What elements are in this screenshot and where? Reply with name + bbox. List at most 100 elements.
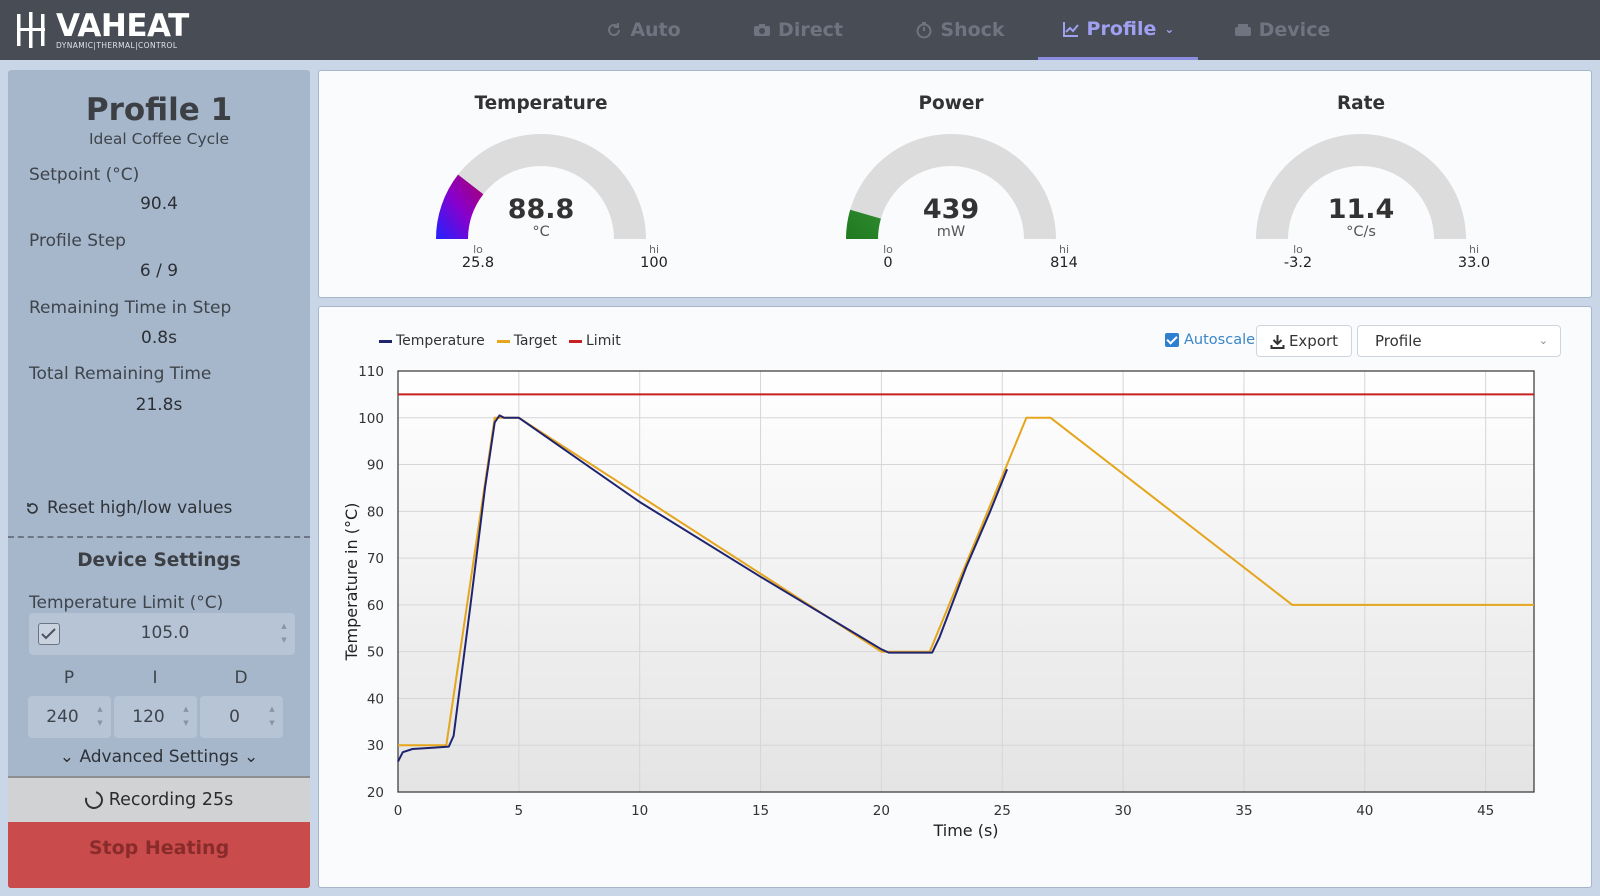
pid-d-value: 0	[229, 707, 240, 727]
temp-limit-value: 105.0	[140, 623, 190, 643]
x-tick-label: 5	[515, 803, 524, 819]
gauge-lo-label: lo	[1293, 243, 1303, 256]
gauge-hi-value: 100	[640, 255, 668, 271]
pid-i-label: I	[152, 668, 158, 688]
nav-tab-label: Device	[1258, 19, 1331, 41]
camera-icon	[754, 24, 771, 36]
x-tick-label: 25	[994, 803, 1011, 819]
advanced-settings-label: Advanced Settings	[79, 747, 239, 767]
autoscale-label: Autoscale	[1184, 332, 1256, 348]
recording-label: Recording 25s	[108, 790, 234, 810]
gauge-lo-label: lo	[473, 243, 483, 256]
y-tick-label: 50	[367, 645, 384, 661]
nav-tab-label: Profile	[1086, 17, 1157, 40]
legend-swatch	[569, 339, 582, 343]
y-tick-label: 90	[367, 458, 384, 474]
legend-item-target[interactable]: Target	[496, 333, 557, 349]
spinner-arrows-icon[interactable]: ▲ ▼	[281, 622, 287, 644]
gauge-lo-value: 0	[883, 255, 893, 271]
pid-p-label: P	[63, 668, 75, 688]
select-value: Profile	[1375, 332, 1422, 350]
recording-button[interactable]: Recording 25s	[8, 776, 310, 822]
reset-label: Reset high/low values	[47, 498, 233, 518]
gauge-hi-label: hi	[1058, 243, 1070, 256]
download-icon	[1270, 334, 1285, 349]
setpoint-label: Setpoint (°C)	[29, 165, 140, 185]
x-tick-label: 30	[1115, 803, 1132, 819]
spinner-arrows-icon[interactable]: ▲ ▼	[183, 705, 189, 727]
nav-tab-label: Shock	[940, 19, 1005, 41]
y-tick-label: 20	[367, 785, 384, 801]
reset-icon	[27, 502, 38, 514]
checkmark-icon	[41, 628, 56, 640]
divider	[8, 536, 310, 538]
temperature-gauge: Temperature 88.8 °C lo hi 25.8 100	[341, 71, 741, 299]
x-tick-label: 40	[1356, 803, 1373, 819]
gauge-unit: mW	[936, 224, 966, 240]
left-panel: Profile 1 Ideal Coffee Cycle Setpoint (°…	[8, 70, 310, 888]
gauge-hi-label: hi	[1468, 243, 1480, 256]
pid-i-value: 120	[132, 707, 165, 727]
power-gauge: Power 439 mW lo hi 0 814	[751, 71, 1151, 299]
legend-item-limit[interactable]: Limit	[569, 333, 621, 349]
spinner-arrows-icon[interactable]: ▲ ▼	[269, 705, 275, 727]
total-remaining-value: 21.8s	[135, 395, 183, 415]
gauge-track	[436, 134, 646, 239]
gauge-lo-value: -3.2	[1283, 255, 1313, 271]
remaining-step-label: Remaining Time in Step	[29, 298, 232, 318]
brand-name: VAHEAT	[56, 7, 189, 44]
timer-icon	[916, 22, 932, 39]
gauge-fill	[846, 209, 881, 239]
profile-step-label: Profile Step	[29, 231, 126, 251]
chevron-down-icon: ⌄	[59, 747, 80, 767]
chart-panel: 0 5 10 15 20 25 30 35 40 45 20 30 40 50 60 70 80 90 100 110…	[318, 306, 1592, 888]
export-button[interactable]: Export	[1256, 325, 1352, 357]
nav-tab-label: Direct	[778, 19, 843, 41]
nav-tab-shock[interactable]: Shock	[910, 0, 1010, 60]
y-tick-label: 80	[367, 504, 384, 520]
advanced-settings-toggle[interactable]: ⌄ Advanced Settings ⌄	[8, 747, 310, 767]
pid-p-input[interactable]: 240 ▲ ▼	[28, 696, 111, 738]
pid-p-value: 240	[46, 707, 79, 727]
refresh-icon	[608, 23, 621, 36]
gauge-arc	[846, 134, 1056, 239]
gauge-value: 88.8	[507, 194, 575, 225]
gauge-arc	[1256, 134, 1466, 239]
legend-label: Target	[513, 333, 557, 349]
gauge-value: 439	[922, 194, 980, 225]
pid-d-label: D	[234, 668, 248, 688]
brand-logo: VAHEAT DYNAMIC|THERMAL|CONTROL	[14, 8, 189, 52]
pid-d-input[interactable]: 0 ▲ ▼	[200, 696, 283, 738]
nav-tab-device[interactable]: Device	[1222, 0, 1342, 60]
x-tick-label: 15	[752, 803, 769, 819]
gauge-hi-value: 814	[1050, 255, 1078, 271]
series-line-temperature	[397, 414, 1009, 763]
nav-tab-label: Auto	[630, 19, 681, 41]
gauge-track	[1256, 134, 1466, 239]
profile-step-value: 6 / 9	[139, 261, 179, 281]
x-tick-label: 45	[1477, 803, 1494, 819]
gauge-title: Rate	[1336, 93, 1386, 114]
export-label: Export	[1288, 332, 1339, 350]
gauge-fill	[436, 174, 484, 239]
x-tick-label: 20	[873, 803, 890, 819]
reset-high-low-button[interactable]: Reset high/low values	[25, 498, 232, 518]
remaining-step-value: 0.8s	[141, 328, 177, 348]
nav-tab-auto[interactable]: Auto	[598, 0, 688, 60]
chevron-down-icon: ⌄	[1538, 334, 1548, 347]
profile-title: Profile 1	[85, 92, 233, 128]
chart-source-select[interactable]: Profile ⌄	[1357, 325, 1561, 357]
stop-heating-button[interactable]: Stop Heating	[8, 822, 310, 888]
y-tick-label: 100	[358, 411, 384, 427]
spinner-arrows-icon[interactable]: ▲ ▼	[97, 705, 103, 727]
autoscale-checkbox[interactable]: Autoscale	[1165, 332, 1255, 348]
temp-limit-field[interactable]: 105.0 ▲ ▼	[29, 613, 295, 655]
y-tick-label: 110	[358, 364, 384, 380]
legend-item-temperature[interactable]: Temperature	[379, 333, 485, 349]
chart-line-icon	[1062, 21, 1079, 37]
pid-i-input[interactable]: 120 ▲ ▼	[114, 696, 197, 738]
temp-limit-checkbox[interactable]	[38, 623, 60, 645]
nav-tab-direct[interactable]: Direct	[748, 0, 848, 60]
x-tick-label: 35	[1235, 803, 1252, 819]
nav-tab-profile[interactable]: Profile ⌄	[1038, 0, 1198, 60]
